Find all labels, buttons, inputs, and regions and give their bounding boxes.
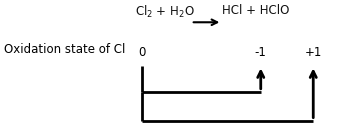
Text: Oxidation state of Cl: Oxidation state of Cl [4,43,125,56]
Text: Cl$_2$ + H$_2$O: Cl$_2$ + H$_2$O [135,4,194,20]
Text: 0: 0 [138,46,146,59]
Text: -1: -1 [255,46,267,59]
Text: +1: +1 [304,46,322,59]
Text: HCl + HClO: HCl + HClO [222,4,290,17]
